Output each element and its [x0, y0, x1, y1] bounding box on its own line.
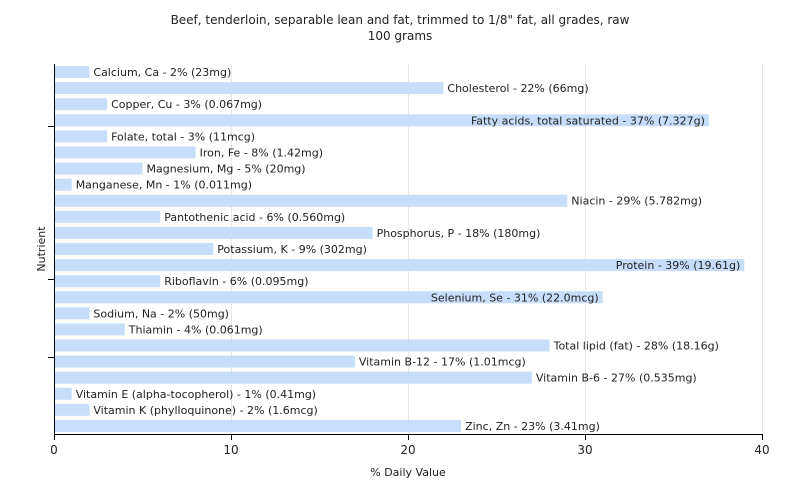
bar-label: Magnesium, Mg - 5% (20mg) — [147, 163, 306, 176]
bar-label: Vitamin K (phylloquinone) - 2% (1.6mcg) — [93, 404, 317, 417]
bar-label: Fatty acids, total saturated - 37% (7.32… — [471, 114, 705, 127]
bar-label: Cholesterol - 22% (66mg) — [447, 82, 588, 95]
bar — [55, 178, 72, 191]
bar — [55, 355, 355, 368]
bar — [55, 339, 550, 352]
x-axis-title: % Daily Value — [370, 466, 446, 479]
x-tick-label: 40 — [754, 443, 769, 457]
x-tick-label: 0 — [50, 443, 58, 457]
bar-label: Selenium, Se - 31% (22.0mcg) — [431, 291, 599, 304]
bar — [55, 419, 462, 432]
bar-label: Potassium, K - 9% (302mg) — [217, 243, 367, 256]
bar — [55, 291, 603, 304]
bar — [55, 243, 214, 255]
bar — [55, 371, 532, 384]
bar-label: Thiamin - 4% (0.061mg) — [128, 323, 263, 336]
x-tick-label: 30 — [577, 443, 592, 457]
bar-label: Calcium, Ca - 2% (23mg) — [93, 66, 231, 79]
bar — [55, 403, 90, 416]
bar-label: Riboflavin - 6% (0.095mg) — [164, 275, 308, 288]
bar — [55, 259, 745, 272]
bar — [55, 114, 709, 127]
bar — [55, 146, 196, 159]
bar — [55, 323, 125, 336]
bar-label: Iron, Fe - 8% (1.42mg) — [200, 146, 323, 159]
bar — [55, 130, 108, 143]
bar — [55, 307, 90, 320]
bar — [55, 387, 72, 400]
bar — [55, 275, 161, 288]
bar-label: Niacin - 29% (5.782mg) — [571, 195, 702, 208]
bar-label: Manganese, Mn - 1% (0.011mg) — [76, 179, 252, 192]
chart-title: Beef, tenderloin, separable lean and fat… — [170, 13, 630, 27]
bar — [55, 210, 161, 223]
bar — [55, 98, 108, 111]
y-axis-title: Nutrient — [35, 226, 48, 272]
bar — [55, 162, 143, 175]
bar-label: Protein - 39% (19.61g) — [616, 259, 741, 272]
bar-label: Zinc, Zn - 23% (3.41mg) — [465, 420, 600, 433]
x-tick-label: 20 — [400, 443, 415, 457]
bar — [55, 66, 90, 79]
chart-subtitle: 100 grams — [367, 29, 433, 43]
x-tick-label: 10 — [223, 443, 238, 457]
bar-label: Phosphorus, P - 18% (180mg) — [377, 227, 541, 240]
bar-label: Vitamin B-12 - 17% (1.01mcg) — [359, 356, 526, 369]
bar-label: Copper, Cu - 3% (0.067mg) — [111, 98, 262, 111]
bar-label: Vitamin B-6 - 27% (0.535mg) — [536, 372, 697, 385]
bar — [55, 194, 568, 207]
bars: Calcium, Ca - 2% (23mg) Cholesterol - 22%… — [55, 66, 745, 433]
bar-label: Sodium, Na - 2% (50mg) — [93, 307, 229, 320]
bar — [55, 226, 373, 239]
bar — [55, 82, 444, 95]
y-ticks — [48, 126, 54, 358]
bar-label: Pantothenic acid - 6% (0.560mg) — [164, 211, 345, 224]
x-ticks: 0 10 20 30 40 — [50, 434, 770, 457]
bar-label: Total lipid (fat) - 28% (18.16g) — [553, 340, 719, 353]
bar-label: Vitamin E (alpha-tocopherol) - 1% (0.41m… — [76, 388, 316, 401]
bar-label: Folate, total - 3% (11mcg) — [111, 130, 255, 143]
